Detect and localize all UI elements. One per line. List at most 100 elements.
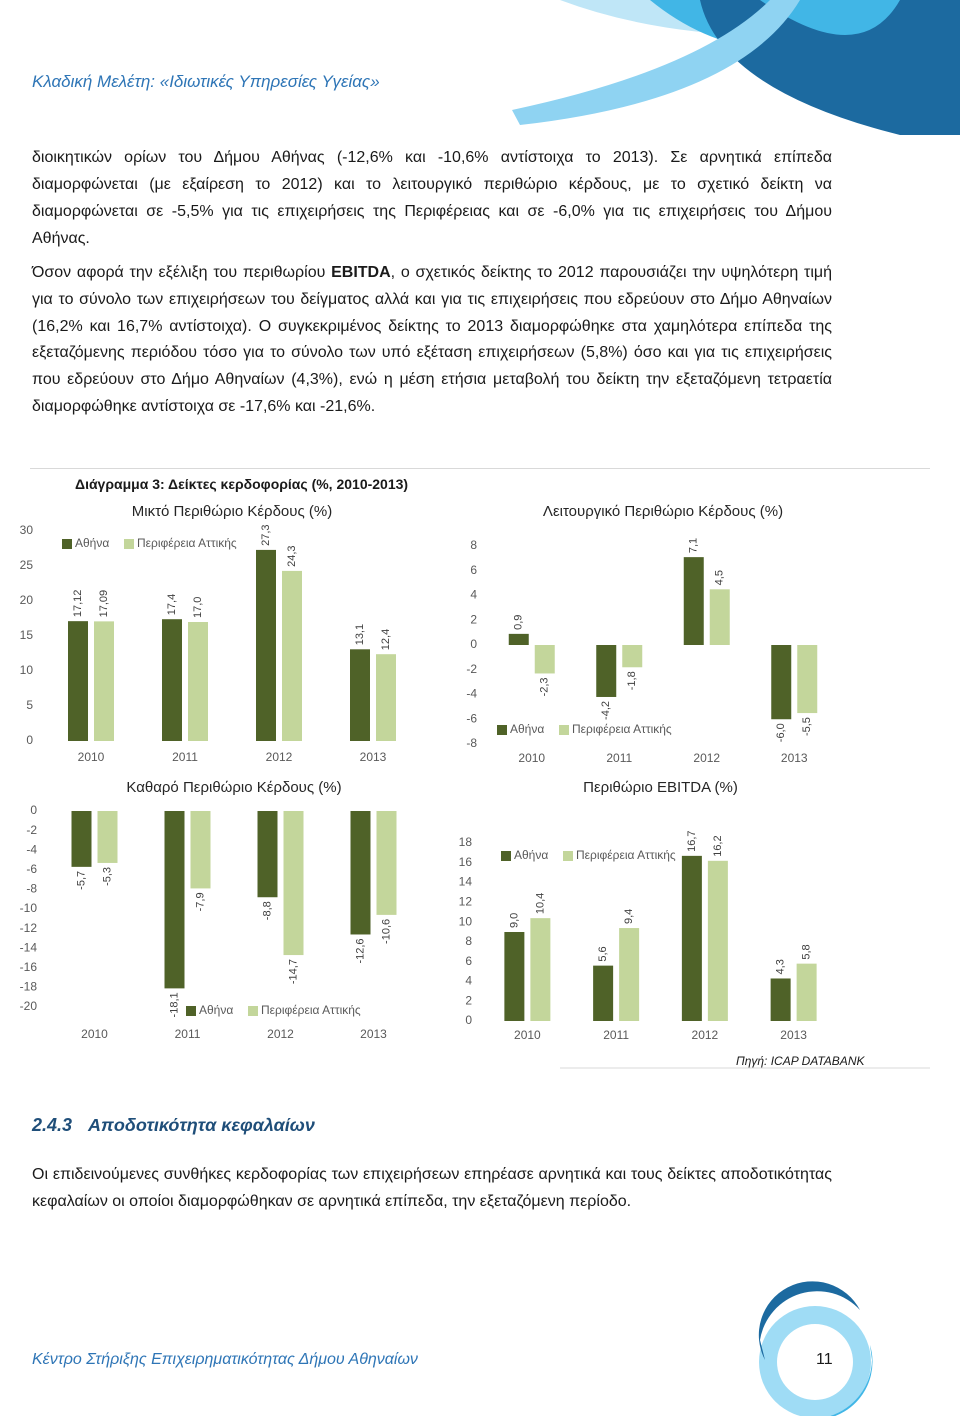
y-tick-label: 16 <box>459 855 473 869</box>
value-label: 13,1 <box>354 624 366 645</box>
y-tick-label: 0 <box>26 733 33 747</box>
bar <box>376 811 397 915</box>
x-tick-label: 2012 <box>692 1028 719 1042</box>
header-title: Κλαδική Μελέτη: «Ιδιωτικές Υπηρεσίες Υγε… <box>32 72 380 91</box>
value-label: -1,8 <box>626 671 638 690</box>
y-tick-label: 6 <box>470 563 477 577</box>
y-tick-label: 30 <box>20 523 34 537</box>
y-tick-label: -2 <box>466 662 477 676</box>
y-tick-label: 4 <box>470 588 477 602</box>
value-label: 10,4 <box>534 893 546 914</box>
bar <box>796 963 817 1021</box>
legend-swatch <box>124 539 134 549</box>
legend-swatch <box>501 851 511 861</box>
legend-label: Αθήνα <box>199 1003 233 1017</box>
value-label: 24,3 <box>286 545 298 566</box>
footer-text: Κέντρο Στήριξης Επιχειρηματικότητας Δήμο… <box>32 1351 418 1368</box>
y-tick-label: -2 <box>26 823 37 837</box>
legend-swatch <box>563 851 573 861</box>
value-label: 16,7 <box>686 830 698 851</box>
bar <box>596 645 617 697</box>
y-tick-label: 18 <box>459 835 473 849</box>
value-label: -14,7 <box>287 959 299 984</box>
legend-label: Περιφέρεια Αττικής <box>576 848 676 862</box>
x-tick-label: 2010 <box>514 1028 541 1042</box>
x-tick-label: 2011 <box>603 1028 629 1042</box>
value-label: -5,5 <box>801 717 813 736</box>
bar <box>681 855 702 1021</box>
bar <box>508 633 529 645</box>
section-number: 2.4.3 <box>32 1115 73 1135</box>
value-label: 5,6 <box>597 946 609 961</box>
y-tick-label: 0 <box>470 637 477 651</box>
y-tick-label: -8 <box>26 882 37 896</box>
y-tick-label: 10 <box>459 914 473 928</box>
text: Όσον αφορά την εξέλιξη του περιθωρίου <box>32 264 332 281</box>
y-tick-label: 15 <box>20 628 34 642</box>
figure-border <box>30 468 930 469</box>
paragraph: Όσον αφορά την εξέλιξη του περιθωρίου EB… <box>32 260 832 421</box>
figure: Μικτό Περιθώριο Κέρδους (%)0510152025302… <box>20 503 818 1042</box>
paragraph: Οι επιδεινούμενες συνθήκες κερδοφορίας τ… <box>32 1166 832 1210</box>
y-tick-label: 6 <box>465 954 472 968</box>
bar <box>350 649 370 741</box>
y-tick-label: -20 <box>20 999 38 1013</box>
value-label: -6,0 <box>775 723 787 742</box>
bar <box>770 978 791 1021</box>
legend-swatch <box>497 725 507 735</box>
y-tick-label: -4 <box>466 687 477 701</box>
bar <box>256 549 276 741</box>
x-tick-label: 2010 <box>78 750 105 764</box>
bar <box>282 570 302 741</box>
bar <box>622 645 643 668</box>
value-label: -2,3 <box>539 677 551 696</box>
bar <box>593 965 614 1021</box>
bar <box>283 811 304 956</box>
text: , ο σχετικός δείκτης το 2012 παρουσιάζει… <box>32 264 832 415</box>
legend-swatch <box>559 725 569 735</box>
x-tick-label: 2011 <box>606 751 632 765</box>
x-tick-label: 2011 <box>172 750 198 764</box>
section-heading: 2.4.3 Αποδοτικότητα κεφαλαίων <box>32 1115 315 1136</box>
value-label: -5,7 <box>75 871 87 890</box>
value-label: 27,3 <box>260 524 272 545</box>
x-tick-label: 2011 <box>175 1027 201 1041</box>
value-label: 7,1 <box>688 538 700 553</box>
bar <box>683 557 704 645</box>
y-tick-label: 10 <box>20 663 34 677</box>
legend-label: Περιφέρεια Αττικής <box>137 536 237 550</box>
y-tick-label: -16 <box>20 960 38 974</box>
footer-decoration <box>777 1324 853 1400</box>
value-label: 9,0 <box>508 913 520 928</box>
legend-label: Αθήνα <box>514 848 548 862</box>
y-tick-label: 2 <box>465 993 472 1007</box>
chart-title: Μικτό Περιθώριο Κέρδους (%) <box>132 503 332 520</box>
bar <box>257 811 278 898</box>
bar <box>97 811 118 863</box>
bar <box>94 621 114 741</box>
legend-label: Περιφέρεια Αττικής <box>572 722 672 736</box>
bold-text: EBITDA <box>331 264 391 281</box>
chart-title: Περιθώριο EBITDA (%) <box>583 779 738 796</box>
y-tick-label: 25 <box>20 558 34 572</box>
value-label: 5,8 <box>801 944 813 959</box>
x-tick-label: 2013 <box>780 1028 807 1042</box>
y-tick-label: -6 <box>26 862 37 876</box>
y-tick-label: -6 <box>466 711 477 725</box>
y-tick-label: 14 <box>459 875 473 889</box>
value-label: 12,4 <box>380 629 392 650</box>
bar <box>771 645 792 720</box>
y-tick-label: -14 <box>20 940 38 954</box>
legend-label: Αθήνα <box>510 722 544 736</box>
value-label: -4,2 <box>600 701 612 720</box>
bar <box>504 932 525 1021</box>
value-label: 16,2 <box>712 835 724 856</box>
value-label: 9,4 <box>623 909 635 924</box>
value-label: 4,5 <box>714 570 726 585</box>
value-label: -10,6 <box>380 919 392 944</box>
y-tick-label: -8 <box>466 736 477 750</box>
legend-swatch <box>186 1006 196 1016</box>
y-tick-label: 8 <box>470 538 477 552</box>
x-tick-label: 2010 <box>518 751 545 765</box>
